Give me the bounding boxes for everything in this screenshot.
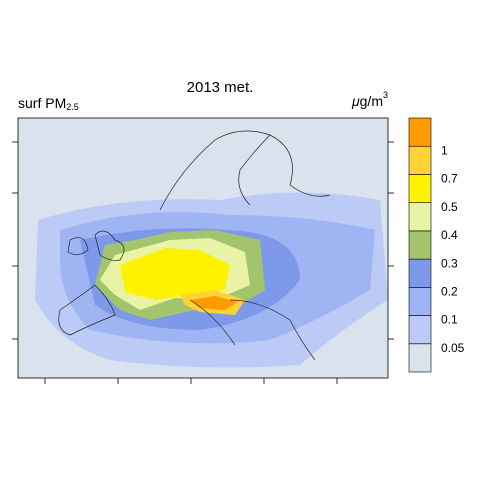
colorbar-box — [408, 230, 432, 260]
colorbar-label: 0.05 — [441, 341, 465, 355]
colorbar-label: 0.1 — [441, 313, 458, 327]
colorbar-label: 0.4 — [441, 228, 458, 242]
colorbar-label: 0.5 — [441, 200, 458, 214]
coastline-south — [58, 284, 316, 361]
field-yellow — [120, 248, 230, 300]
colorbar: 0.05 0.1 0.2 0.3 0.4 0.5 0.7 1 — [408, 117, 465, 373]
variable-label: surf PM2.5 — [18, 95, 79, 113]
colorbar-label: 0.2 — [441, 285, 458, 299]
colorbar-box — [408, 343, 432, 373]
coastline — [159, 130, 331, 211]
map-field — [12, 117, 394, 384]
coastline-isles — [67, 230, 125, 261]
colorbar-label: 1 — [441, 143, 448, 157]
variable-name: surf PM — [18, 95, 66, 111]
map-title: 2013 met. — [187, 79, 254, 96]
colorbar-box — [408, 117, 432, 147]
colorbar-box — [408, 287, 432, 316]
frame-ticks — [12, 141, 394, 384]
field-orange — [190, 296, 238, 310]
unit-mu: μ — [351, 93, 360, 109]
colorbar-box — [408, 145, 432, 175]
colorbar-box — [408, 174, 432, 203]
variable-subscript: 2.5 — [66, 102, 79, 112]
unit-label: μg/m3 — [351, 90, 388, 108]
colorbar-label: 0.3 — [441, 256, 458, 270]
colorbar-box — [408, 315, 432, 345]
colorbar-label: 0.7 — [441, 172, 458, 186]
colorbar-box — [408, 258, 432, 288]
unit-text: g/m — [360, 93, 383, 109]
colorbar-box — [408, 202, 432, 232]
map-frame — [17, 117, 389, 379]
unit-superscript: 3 — [383, 90, 388, 100]
